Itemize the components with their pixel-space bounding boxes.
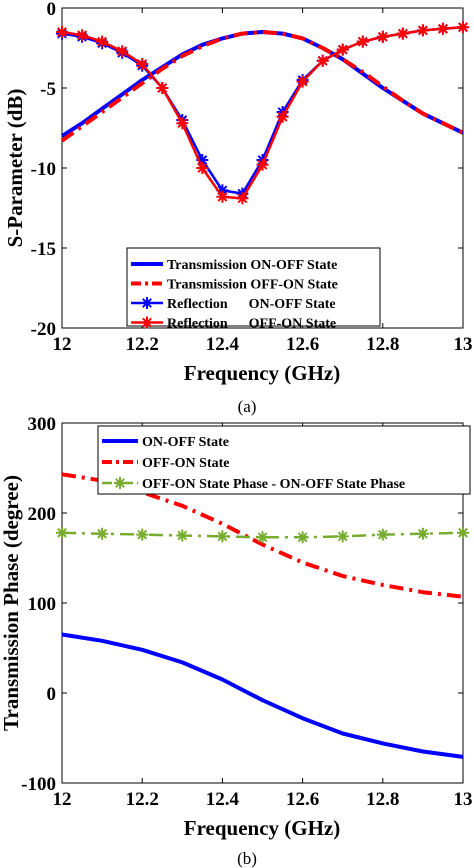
y-tick-label: 0: [47, 684, 57, 705]
legend-box-a: [126, 247, 381, 327]
data-point: [296, 531, 309, 544]
data-point: [236, 192, 249, 205]
x-tick-label: 12.2: [126, 789, 159, 810]
data-point: [156, 82, 169, 94]
data-point: [216, 190, 229, 203]
data-point: [457, 526, 469, 539]
legend-items-a: Transmission ON-OFF State Transmission OF…: [131, 258, 338, 332]
legend-label: Transmission ON-OFF State: [167, 258, 337, 273]
data-point: [376, 528, 389, 541]
y-tick-label: -100: [21, 774, 56, 795]
series-layer-a: [56, 21, 469, 205]
x-tick-label: 13: [454, 334, 473, 355]
series-line: [61, 632, 464, 759]
data-point: [176, 529, 189, 542]
x-axis-label-b: Frequency (GHz): [184, 816, 341, 840]
legend-marker: [141, 316, 153, 329]
data-point: [96, 527, 109, 540]
y-tick-label: 300: [28, 414, 57, 435]
data-point: [196, 162, 209, 174]
data-point: [276, 110, 289, 123]
series-line: [60, 30, 464, 143]
x-tick-label: 13: [454, 789, 473, 810]
data-point: [96, 35, 109, 48]
data-point: [216, 530, 229, 543]
series-4: [56, 21, 469, 205]
legend-box-b: [97, 425, 471, 495]
x-tick-label: 12.6: [286, 334, 319, 355]
legend-a: Transmission ON-OFF State Transmission OF…: [126, 247, 381, 332]
legend-label: Reflection OFF-ON State: [167, 317, 336, 332]
y-tick-label: -15: [31, 239, 56, 260]
legend-label: ON-OFF State: [142, 435, 229, 450]
chart-b: 12 12.2 12.4 12.6 12.8 13 300 200 100 0 -100 Frequ…: [0, 414, 473, 868]
data-point: [436, 22, 449, 35]
legend-label: Reflection ON-OFF State: [167, 297, 336, 312]
series-3: [56, 526, 469, 544]
data-point: [256, 158, 269, 171]
legend-label: OFF-ON State Phase - ON-OFF State Phase: [142, 477, 405, 492]
x-tick-label: 12.2: [126, 334, 159, 355]
y-tick-label: -20: [31, 319, 56, 340]
legend-entry: Reflection OFF-ON State: [131, 316, 336, 332]
legend-entry: OFF-ON State Phase - ON-OFF State Phase: [102, 477, 405, 492]
legend-entry: Transmission OFF-ON State: [131, 278, 338, 293]
x-tick-label: 12.6: [286, 789, 319, 810]
data-point: [256, 531, 269, 544]
data-point: [457, 21, 469, 34]
legend-entry: Reflection ON-OFF State: [131, 297, 336, 312]
y-tick-label: 0: [47, 0, 57, 20]
legend-marker: [114, 477, 126, 489]
data-point: [116, 45, 129, 58]
data-point: [296, 75, 309, 88]
legend-marker: [141, 297, 153, 309]
data-point: [336, 530, 349, 543]
legend-label: Transmission OFF-ON State: [167, 278, 338, 293]
y-tick-label: 100: [28, 594, 57, 615]
series-1: [61, 632, 464, 759]
x-tick-label: 12.4: [206, 334, 240, 355]
y-axis-label-a: S-Parameter (dB): [3, 89, 27, 248]
data-point: [336, 43, 349, 56]
data-point: [416, 24, 429, 37]
x-tick-label: 12.4: [206, 789, 240, 810]
legend-entry: OFF-ON State: [102, 456, 229, 471]
caption-a: (a): [238, 397, 257, 416]
y-tick-label: 200: [28, 504, 57, 525]
series-2: [60, 30, 464, 143]
data-point: [136, 528, 149, 541]
data-point: [56, 26, 68, 38]
chart-a: 12 12.2 12.4 12.6 12.8 13 0 -5 -10 -15 -20 Frequen…: [3, 0, 473, 416]
legend-b: ON-OFF State OFF-ON State OFF-ON State Pha…: [97, 425, 471, 495]
data-point: [376, 30, 389, 43]
legend-items-b: ON-OFF State OFF-ON State OFF-ON State Pha…: [102, 435, 405, 492]
x-tick-label: 12: [53, 334, 72, 355]
data-point: [136, 58, 149, 70]
y-axis-label-b: Transmission Phase (degree): [0, 475, 23, 731]
data-point: [396, 27, 409, 40]
legend-label: OFF-ON State: [142, 456, 229, 471]
data-point: [216, 184, 229, 197]
x-axis-label-a: Frequency (GHz): [184, 361, 341, 385]
data-point: [416, 527, 429, 540]
data-point: [356, 35, 369, 48]
legend-entry: ON-OFF State: [102, 435, 229, 450]
series-line: [61, 531, 464, 539]
data-point: [176, 117, 189, 130]
ticks-layer-b: 12 12.2 12.4 12.6 12.8 13 300 200 100 0 -100: [21, 414, 472, 810]
y-tick-label: -10: [31, 159, 56, 180]
data-point: [76, 29, 89, 42]
data-point: [196, 154, 209, 166]
x-tick-label: 12: [53, 789, 72, 810]
x-tick-label: 12.8: [366, 789, 399, 810]
caption-b: (b): [237, 849, 257, 868]
ticks-layer-a: 12 12.2 12.4 12.6 12.8 13 0 -5 -10 -15 -20: [31, 0, 473, 355]
legend-entry: Transmission ON-OFF State: [131, 258, 337, 273]
y-tick-label: -5: [40, 79, 56, 100]
data-point: [316, 54, 329, 67]
data-point: [56, 526, 68, 539]
x-tick-label: 12.8: [366, 334, 399, 355]
